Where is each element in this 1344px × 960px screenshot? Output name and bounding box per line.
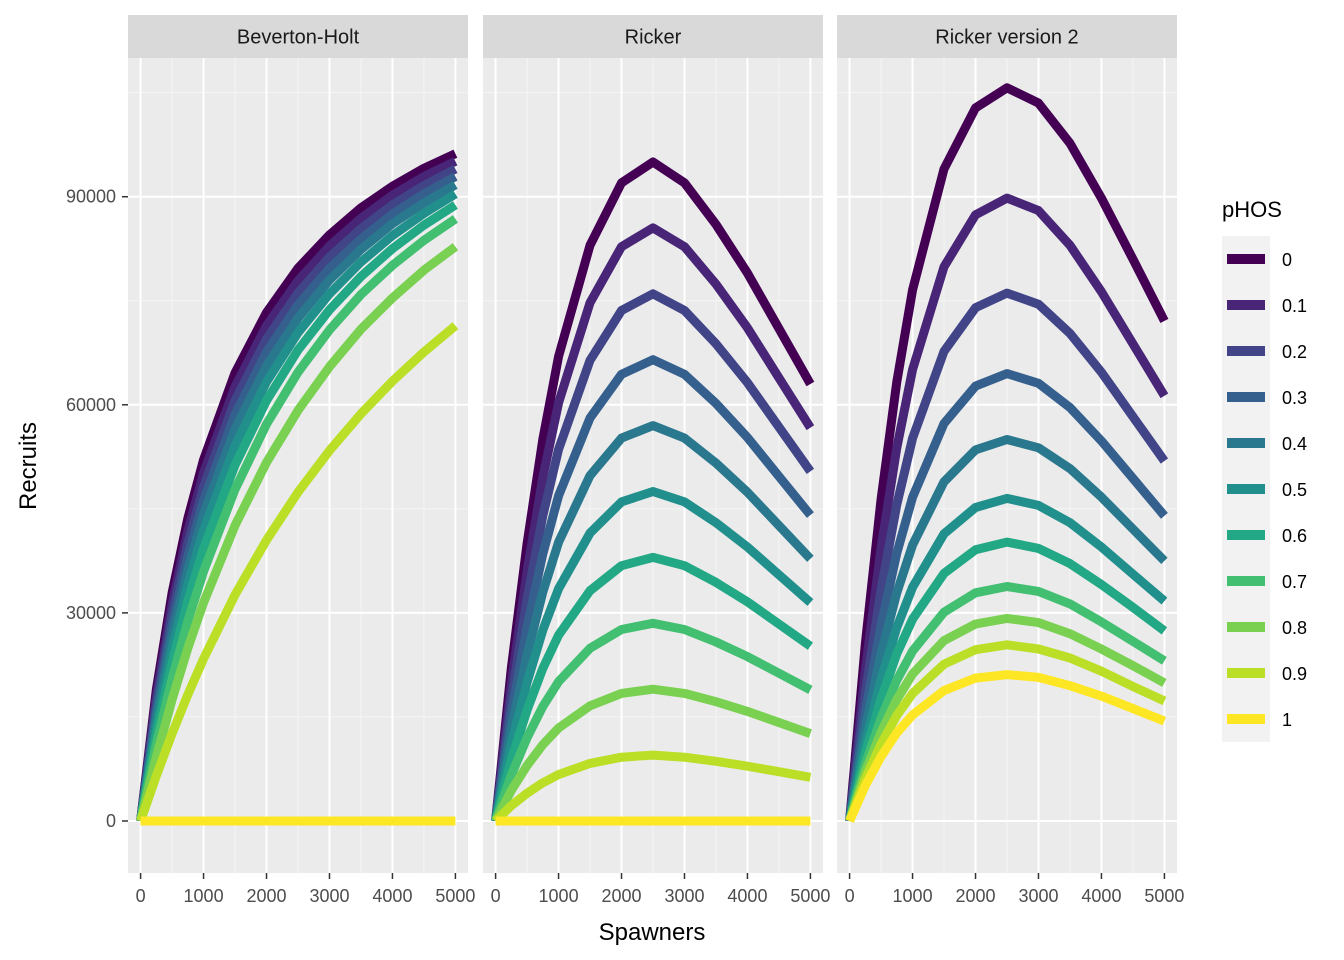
series-group [491,157,815,826]
x-tick-label: 4000 [727,886,767,906]
legend-label: 0.2 [1282,342,1307,362]
x-tick-label: 5000 [435,886,475,906]
y-tick-label: 30000 [66,603,116,623]
legend-title: pHOS [1222,197,1282,222]
facet-panel-0: Beverton-Holt 0 1000 2000 3000 4000 5000 [128,15,475,906]
series-line-phos-0 [845,83,1169,822]
x-tick-label: 4000 [372,886,412,906]
x-tick-label: 5000 [790,886,830,906]
legend: pHOS 0 0.1 0.2 0.3 0.4 0.5 0.6 0.7 0.8 0.9 1 [1222,197,1307,742]
series-line-phos-0.8 [491,684,812,824]
series-line-phos-0.1 [845,193,1169,822]
legend-label: 0.4 [1282,434,1307,454]
y-tick-label: 90000 [66,187,116,207]
series-line-phos-0.8 [136,243,459,823]
series-line-phos-0.5 [845,493,1168,822]
x-tick-label: 3000 [309,886,349,906]
series-group [845,83,1169,823]
facet-panel-1: Ricker 0 1000 2000 3000 4000 5000 [483,15,830,906]
series-line-phos-0.7 [845,582,1167,823]
series-line-phos-0.1 [491,223,815,822]
x-tick-label: 1000 [893,886,933,906]
legend-label: 0.6 [1282,526,1307,546]
x-tick-label: 5000 [1144,886,1184,906]
series-line-phos-0.6 [845,537,1168,823]
series-group [136,149,459,826]
facet-panel-2: Ricker version 2 0 1000 2000 3000 4000 5000 [837,15,1184,906]
legend-label: 0.5 [1282,480,1307,500]
legend-label: 0.3 [1282,388,1307,408]
x-tick-label: 1000 [184,886,224,906]
legend-label: 0.8 [1282,618,1307,638]
x-axis-title: Spawners [599,919,706,946]
series-line-phos-0.2 [491,289,815,822]
x-tick-label: 4000 [1081,886,1121,906]
series-line-phos-0.3 [845,369,1168,822]
legend-label: 0.7 [1282,572,1307,592]
series-line-phos-0.7 [136,215,458,822]
series-line-phos-0.2 [845,288,1169,822]
legend-label: 0.9 [1282,664,1307,684]
legend-label: 0 [1282,250,1292,270]
series-line-phos-0.4 [845,435,1168,822]
series-line-phos-0.8 [845,613,1167,823]
series-line-phos-0.9 [136,322,459,823]
facet-strip [128,15,468,58]
y-tick-label: 0 [106,811,116,831]
x-tick-label: 0 [845,886,855,906]
x-tick-label: 2000 [601,886,641,906]
series-line-phos-0.5 [491,487,814,822]
x-tick-label: 3000 [664,886,704,906]
series-line-phos-0.7 [491,618,813,823]
x-tick-label: 0 [136,886,146,906]
facet-title: Beverton-Holt [237,27,360,49]
legend-label: 0.1 [1282,296,1307,316]
x-tick-label: 1000 [539,886,579,906]
series-line-phos-0.9 [845,640,1167,823]
y-axis-title: Recruits [15,422,42,510]
facet-title: Ricker version 2 [935,27,1078,49]
series-line-phos-0.4 [491,421,814,822]
legend-label: 1 [1282,710,1292,730]
facet-strip [483,15,823,58]
facet-strip [837,15,1177,58]
series-line-phos-1 [845,670,1167,823]
x-tick-label: 3000 [1018,886,1058,906]
x-tick-label: 2000 [246,886,286,906]
facet-title: Ricker [625,27,682,49]
series-line-phos-0.3 [491,355,814,822]
y-tick-label: 60000 [66,395,116,415]
series-line-phos-0 [491,157,815,822]
x-tick-label: 2000 [955,886,995,906]
series-line-phos-0.6 [491,552,813,823]
x-tick-label: 0 [491,886,501,906]
series-line-phos-0.9 [492,750,812,825]
